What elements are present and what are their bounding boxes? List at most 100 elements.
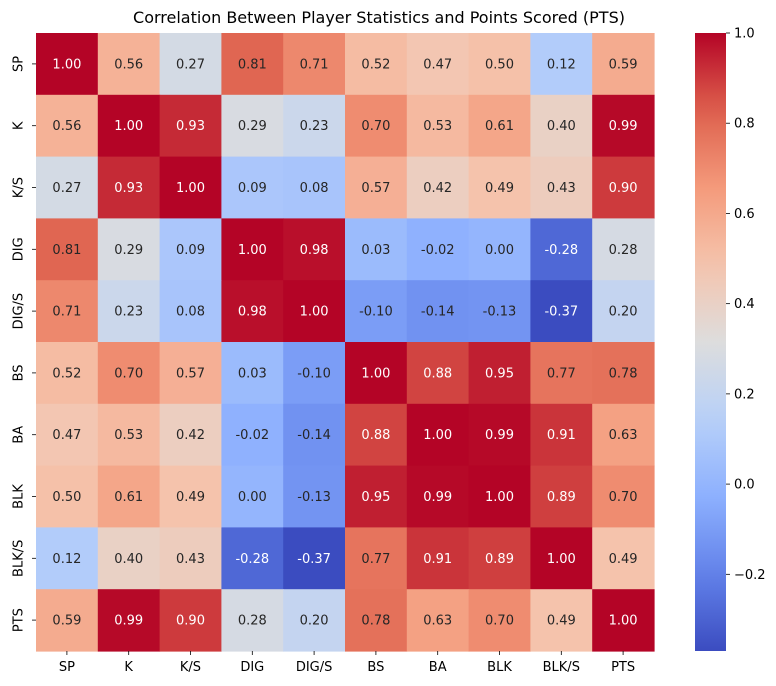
heatmap-cell-value: -0.28 <box>235 552 269 567</box>
heatmap-cell-value: 0.29 <box>238 119 267 134</box>
heatmap-cell-value: 0.40 <box>114 552 143 567</box>
heatmap-cell <box>345 156 408 219</box>
heatmap-cell <box>97 218 161 281</box>
heatmap-cell-value: 0.49 <box>176 490 205 505</box>
heatmap-cell <box>97 527 161 590</box>
heatmap-cell-value: 0.47 <box>423 57 452 72</box>
heatmap-cell-value: 0.95 <box>361 490 390 505</box>
heatmap-cell <box>97 465 161 528</box>
heatmap-cell <box>221 589 284 652</box>
x-tick-label: BA <box>429 660 447 675</box>
heatmap-cell <box>345 33 408 96</box>
heatmap-cell-value: 0.28 <box>609 243 638 258</box>
heatmap-cell <box>406 156 470 219</box>
heatmap-cell-value: 0.28 <box>238 614 267 629</box>
y-tick-label: K <box>12 121 27 130</box>
heatmap-cell-value: -0.10 <box>297 366 331 381</box>
heatmap-cell <box>283 280 346 343</box>
heatmap-cell-value: 0.63 <box>609 428 638 443</box>
heatmap-cell-value: 0.49 <box>609 552 638 567</box>
colorbar-tick-label: 0.0 <box>734 478 755 493</box>
heatmap-cell-value: 0.57 <box>361 181 390 196</box>
heatmap-cell <box>592 403 655 467</box>
heatmap-cell-value: 0.12 <box>52 552 81 567</box>
y-tick-label: PTS <box>12 608 27 632</box>
heatmap-cell-value: 0.09 <box>176 243 205 258</box>
y-tick-label: K/S <box>12 177 27 198</box>
heatmap-cell <box>468 465 531 528</box>
heatmap-cell <box>406 342 470 405</box>
heatmap-cell-value: -0.13 <box>483 305 517 320</box>
heatmap-cell <box>468 527 531 590</box>
heatmap-cell-value: 0.99 <box>609 119 638 134</box>
heatmap-cell-value: 0.03 <box>238 366 267 381</box>
heatmap-cell-value: 0.52 <box>52 366 81 381</box>
heatmap-cell-value: 0.78 <box>609 366 638 381</box>
heatmap-cell <box>36 33 99 96</box>
heatmap-cell-value: 0.91 <box>547 428 576 443</box>
x-tick-label: BLK/S <box>543 660 580 675</box>
heatmap-cell <box>221 403 284 467</box>
colorbar-tick-label: −0.2 <box>734 568 766 583</box>
heatmap-cell <box>36 403 99 467</box>
heatmap-cell-value: 0.70 <box>485 614 514 629</box>
heatmap-cell-value: 0.70 <box>361 119 390 134</box>
heatmap-cell-value: 0.78 <box>361 614 390 629</box>
heatmap-cell <box>36 527 99 590</box>
x-tick-label: PTS <box>611 660 635 675</box>
heatmap-cell-value: 0.27 <box>52 181 81 196</box>
heatmap-cell <box>468 342 531 405</box>
colorbar-tick-label: 0.6 <box>734 207 755 222</box>
heatmap-cell <box>221 156 284 219</box>
y-tick-label: DIG/S <box>12 293 27 330</box>
heatmap-cell-value: 0.59 <box>609 57 638 72</box>
heatmap-cell <box>530 94 593 158</box>
heatmap-cell-value: 1.00 <box>423 428 452 443</box>
heatmap-cell <box>97 342 161 405</box>
heatmap-cell-labels: 1.00 0.56 0.27 0.81 0.71 0.52 0.47 0.50 0.12 0.59… <box>52 57 637 628</box>
heatmap-cell-value: 0.53 <box>114 428 143 443</box>
heatmap-cell <box>530 156 593 219</box>
heatmap-cell <box>345 403 408 467</box>
heatmap-cell-value: 1.00 <box>238 243 267 258</box>
heatmap-cell <box>530 527 593 590</box>
heatmap-cell <box>159 465 222 528</box>
y-tick-label: BA <box>12 426 27 444</box>
heatmap-cell <box>283 218 346 281</box>
heatmap-cell <box>97 156 161 219</box>
heatmap-cell <box>159 156 222 219</box>
heatmap-cell <box>592 218 655 281</box>
heatmap-cell-value: -0.13 <box>297 490 331 505</box>
heatmap-cell <box>468 94 531 158</box>
heatmap-cell-value: 0.99 <box>485 428 514 443</box>
y-tick-label: BLK/S <box>12 540 27 577</box>
x-tick-label: BLK <box>487 660 512 675</box>
heatmap-cell-value: 1.00 <box>176 181 205 196</box>
heatmap-cell-value: 0.56 <box>114 57 143 72</box>
heatmap-cell <box>406 465 470 528</box>
heatmap-cell <box>345 280 408 343</box>
heatmap-cell-value: 0.23 <box>300 119 329 134</box>
heatmap-cell <box>468 156 531 219</box>
heatmap-cell <box>592 156 655 219</box>
heatmap-cell <box>221 33 284 96</box>
heatmap-cell <box>468 589 531 652</box>
heatmap-cell-value: 0.93 <box>176 119 205 134</box>
heatmap-cell-value: 0.93 <box>114 181 143 196</box>
x-tick-label: BS <box>367 660 384 675</box>
heatmap-cell-value: -0.37 <box>544 305 578 320</box>
heatmap-cell <box>283 156 346 219</box>
heatmap-cell <box>592 589 655 652</box>
heatmap-cell <box>345 94 408 158</box>
heatmap-cell <box>345 589 408 652</box>
heatmap-cell <box>36 280 99 343</box>
heatmap-cell <box>592 527 655 590</box>
heatmap-cell-value: 0.03 <box>361 243 390 258</box>
heatmap-cell-value: 0.98 <box>238 305 267 320</box>
heatmap-cell-value: 0.56 <box>52 119 81 134</box>
heatmap-cell <box>221 527 284 590</box>
heatmap-cell <box>530 465 593 528</box>
heatmap-cell-value: 0.08 <box>300 181 329 196</box>
heatmap-cell-value: 0.27 <box>176 57 205 72</box>
